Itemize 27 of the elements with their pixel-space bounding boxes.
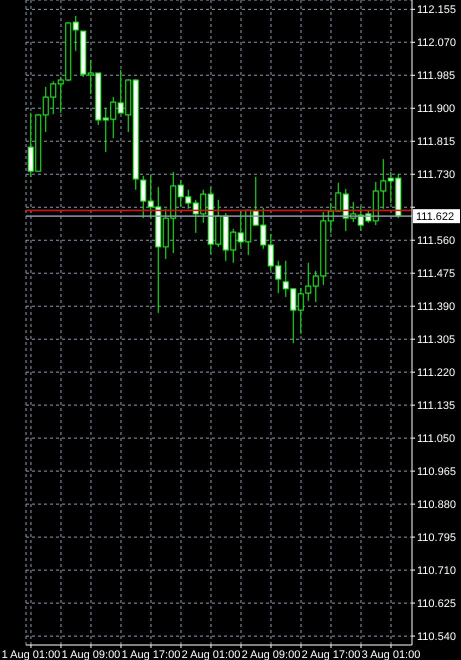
x-tick-label: 3 Aug 01:00 bbox=[362, 648, 420, 660]
x-tick-label: 1 Aug 17:00 bbox=[122, 648, 180, 660]
y-tick-label: 110.965 bbox=[417, 466, 456, 478]
y-tick-label: 111.900 bbox=[417, 103, 456, 116]
y-tick-label: 110.710 bbox=[417, 565, 456, 578]
y-tick-label: 111.730 bbox=[417, 169, 456, 182]
y-tick-label: 111.815 bbox=[417, 136, 456, 148]
x-tick-label: 1 Aug 09:00 bbox=[62, 648, 120, 660]
x-tick-label: 2 Aug 01:00 bbox=[182, 648, 240, 660]
x-tick-label: 2 Aug 17:00 bbox=[302, 648, 360, 660]
y-tick-label: 111.560 bbox=[417, 235, 456, 248]
y-tick-label: 110.625 bbox=[417, 598, 456, 610]
ref-line-label: 111.622 bbox=[416, 211, 454, 224]
y-tick-label: 110.880 bbox=[417, 499, 456, 512]
y-tick-label: 112.070 bbox=[417, 37, 456, 50]
y-tick-label: 111.475 bbox=[417, 268, 456, 280]
x-tick-label: 2 Aug 09:00 bbox=[242, 648, 300, 660]
y-tick-label: 111.985 bbox=[417, 70, 456, 82]
y-tick-label: 111.220 bbox=[417, 367, 456, 380]
y-tick-label: 110.795 bbox=[417, 532, 456, 544]
y-tick-label: 111.135 bbox=[417, 400, 456, 412]
y-tick-label: 111.050 bbox=[417, 433, 456, 446]
y-tick-label: 111.305 bbox=[417, 334, 456, 346]
y-tick-label: 112.155 bbox=[417, 4, 456, 16]
y-tick-label: 110.540 bbox=[417, 630, 456, 643]
x-tick-label: 1 Aug 01:00 bbox=[2, 648, 60, 660]
y-tick-label: 111.390 bbox=[417, 301, 456, 314]
